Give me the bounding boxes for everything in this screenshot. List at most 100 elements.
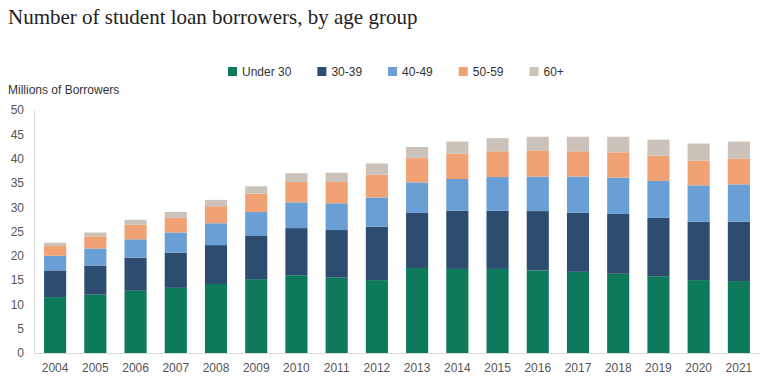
bar bbox=[688, 185, 710, 221]
legend-item: 50-59 bbox=[459, 65, 504, 79]
legend-label: Under 30 bbox=[242, 65, 292, 79]
x-tick-label: 2008 bbox=[203, 361, 230, 375]
legend-item: Under 30 bbox=[228, 65, 292, 79]
y-tick: 10 bbox=[11, 298, 34, 312]
bar bbox=[165, 288, 187, 353]
title: Number of student loan borrowers, by age… bbox=[8, 5, 417, 29]
x-axis: 2004200520062007200820092010201120122013… bbox=[35, 353, 761, 375]
series bbox=[44, 137, 750, 246]
x-tick: 2012 bbox=[364, 353, 391, 375]
bar bbox=[165, 212, 187, 218]
x-tick: 2006 bbox=[122, 353, 149, 375]
x-tick: 2007 bbox=[162, 353, 189, 375]
bar bbox=[567, 151, 589, 176]
x-tick: 2016 bbox=[524, 353, 551, 375]
bar bbox=[205, 223, 227, 245]
y-tick-label: 5 bbox=[17, 322, 24, 336]
x-tick-label: 2012 bbox=[364, 361, 391, 375]
bar bbox=[285, 228, 307, 275]
x-tick-label: 2014 bbox=[444, 361, 471, 375]
x-tick: 2011 bbox=[324, 353, 350, 375]
series bbox=[44, 177, 750, 271]
bar bbox=[124, 225, 146, 240]
legend: Under 30 30-39 40-49 50-59 60+ bbox=[228, 65, 564, 79]
series bbox=[44, 211, 750, 298]
bar bbox=[406, 182, 428, 213]
x-tick: 2013 bbox=[404, 353, 431, 375]
bar bbox=[366, 280, 388, 353]
bar bbox=[285, 202, 307, 228]
x-tick-label: 2015 bbox=[484, 361, 511, 375]
x-tick: 2008 bbox=[203, 353, 230, 375]
bar bbox=[486, 211, 508, 269]
bar bbox=[567, 177, 589, 213]
bar bbox=[486, 269, 508, 353]
bar bbox=[366, 175, 388, 198]
bar bbox=[406, 213, 428, 268]
bar bbox=[607, 137, 629, 153]
bar bbox=[446, 269, 468, 353]
x-tick-label: 2005 bbox=[82, 361, 109, 375]
bar bbox=[285, 173, 307, 182]
x-tick-label: 2021 bbox=[726, 361, 753, 375]
x-tick: 2019 bbox=[645, 353, 672, 375]
bar bbox=[84, 232, 106, 236]
bar bbox=[567, 213, 589, 272]
bar bbox=[165, 253, 187, 288]
bar bbox=[366, 197, 388, 226]
x-tick: 2015 bbox=[484, 353, 511, 375]
y-tick: 30 bbox=[11, 201, 34, 215]
bar bbox=[245, 186, 267, 193]
legend-label: 60+ bbox=[543, 65, 563, 79]
bar bbox=[124, 291, 146, 353]
bar bbox=[84, 236, 106, 248]
bar bbox=[84, 249, 106, 266]
y-tick: 35 bbox=[11, 176, 34, 190]
x-tick-label: 2006 bbox=[122, 361, 149, 375]
bar bbox=[446, 179, 468, 211]
bar bbox=[84, 266, 106, 295]
bar bbox=[165, 218, 187, 233]
y-tick: 0 bbox=[17, 346, 34, 360]
bar bbox=[688, 222, 710, 280]
bars bbox=[44, 137, 750, 353]
bar bbox=[446, 154, 468, 179]
legend-label: 40-49 bbox=[402, 65, 433, 79]
x-tick-label: 2007 bbox=[162, 361, 189, 375]
y-tick-label: 35 bbox=[11, 176, 25, 190]
bar bbox=[44, 246, 66, 256]
x-tick-label: 2004 bbox=[42, 361, 69, 375]
x-tick: 2014 bbox=[444, 353, 471, 375]
bar bbox=[124, 258, 146, 291]
bar bbox=[527, 177, 549, 212]
bar bbox=[728, 184, 750, 221]
x-tick-label: 2019 bbox=[645, 361, 672, 375]
legend-swatch bbox=[228, 67, 237, 76]
bar bbox=[527, 270, 549, 353]
bar bbox=[326, 203, 348, 230]
y-tick-label: 0 bbox=[17, 346, 24, 360]
y-tick: 45 bbox=[11, 128, 34, 142]
x-tick-label: 2020 bbox=[685, 361, 712, 375]
bar bbox=[205, 200, 227, 206]
bar bbox=[486, 177, 508, 211]
x-tick-label: 2013 bbox=[404, 361, 431, 375]
x-tick: 2017 bbox=[565, 353, 592, 375]
legend-label: 50-59 bbox=[473, 65, 504, 79]
bar bbox=[205, 284, 227, 353]
bar bbox=[205, 206, 227, 223]
bar bbox=[647, 156, 669, 181]
bar bbox=[245, 279, 267, 353]
bar bbox=[124, 239, 146, 257]
y-tick-label: 15 bbox=[11, 273, 25, 287]
bar bbox=[44, 297, 66, 353]
bar bbox=[366, 163, 388, 174]
bar bbox=[607, 152, 629, 177]
bar bbox=[84, 295, 106, 353]
x-tick-label: 2011 bbox=[324, 361, 350, 375]
legend-item: 40-49 bbox=[388, 65, 433, 79]
legend-item: 30-39 bbox=[317, 65, 362, 79]
bar bbox=[607, 274, 629, 353]
bar bbox=[245, 235, 267, 279]
bar bbox=[446, 211, 468, 269]
